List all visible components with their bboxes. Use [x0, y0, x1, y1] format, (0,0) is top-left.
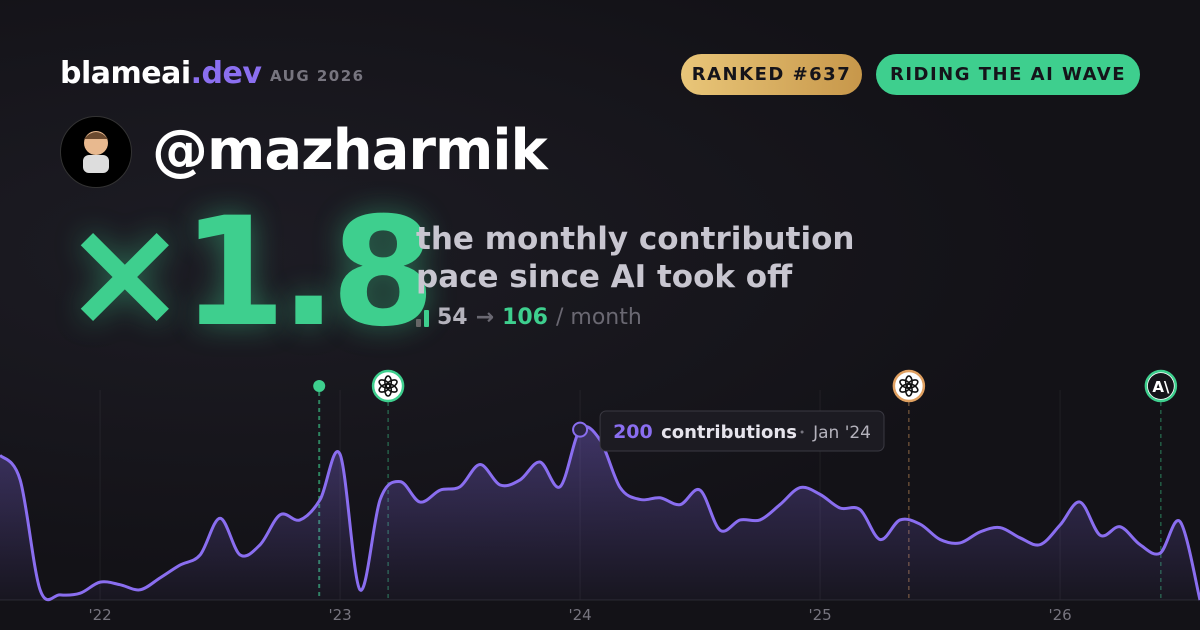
- pace: 54 → 106 / month: [416, 305, 642, 330]
- tooltip: 200 contributions Jan '24: [599, 410, 885, 452]
- after: 106: [502, 305, 548, 330]
- rank-badge: RANKED #637: [681, 54, 862, 95]
- status-badge: RIDING THE AI WAVE: [876, 54, 1140, 95]
- caption-line: the monthly contribution: [416, 221, 855, 257]
- x-tick-label: '22: [88, 606, 111, 624]
- multiplier: ×1.8: [62, 186, 435, 360]
- x-tick-label: '23: [328, 606, 351, 624]
- avatar: [60, 116, 132, 188]
- caption-line: pace since AI took off: [416, 259, 793, 295]
- brand: blameai.dev: [60, 56, 262, 91]
- pace-icon: [416, 309, 429, 327]
- line: [0, 425, 1200, 602]
- brand-name: blameai: [60, 56, 191, 91]
- handle: @mazharmik: [152, 118, 548, 183]
- arrow: →: [475, 305, 495, 330]
- x-tick-label: '26: [1048, 606, 1071, 624]
- x-tick-label: '24: [568, 606, 591, 624]
- date: AUG 2026: [270, 67, 365, 85]
- brand-tld: .dev: [190, 56, 262, 91]
- unit: / month: [556, 305, 642, 330]
- openai-petal: [899, 379, 912, 389]
- tooltip-date: Jan '24: [812, 423, 871, 443]
- highlight-point: [572, 421, 589, 438]
- caption: the monthly contribution pace since AI to…: [416, 220, 854, 296]
- x-tick-label: '25: [808, 606, 831, 624]
- area: [0, 426, 1200, 600]
- openai-petal: [378, 379, 391, 389]
- tooltip-separator: [800, 430, 804, 434]
- tooltip-label: contributions: [661, 422, 797, 443]
- event-dot: [313, 380, 326, 392]
- event-icon-bg: [1147, 373, 1174, 399]
- event-label: A\: [1152, 378, 1170, 396]
- event-icon: [892, 369, 926, 403]
- tooltip-value: 200: [613, 421, 653, 443]
- before: 54: [437, 305, 468, 330]
- avatar-art: [83, 131, 109, 173]
- event-icon: [371, 369, 405, 403]
- tooltip-box: [599, 410, 885, 452]
